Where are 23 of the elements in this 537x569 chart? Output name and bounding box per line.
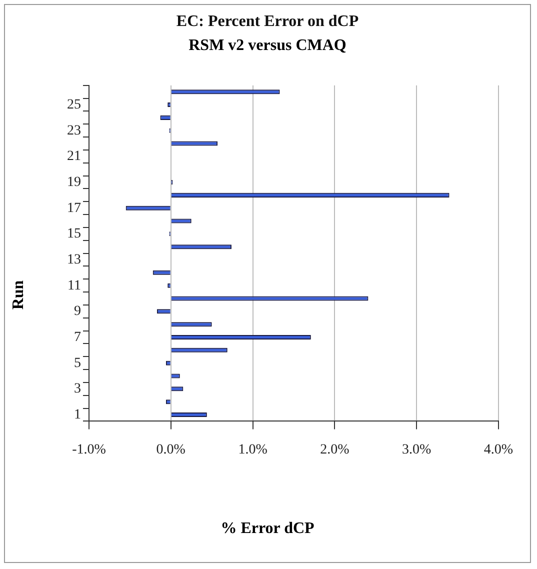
x-tick-label: 4.0%	[484, 442, 514, 458]
y-tick-label: 21	[67, 149, 81, 164]
y-tick-label: 13	[67, 252, 81, 268]
y-axis-title: Run	[10, 280, 28, 310]
x-tick-label: 0.0%	[156, 442, 186, 458]
y-tick-label: 15	[67, 226, 81, 242]
y-tick-label: 25	[67, 97, 81, 112]
y-tick-label: 19	[67, 174, 81, 190]
x-tick-label: 3.0%	[402, 442, 432, 458]
y-tick-label: 3	[74, 382, 81, 397]
y-tick-label: 17	[67, 200, 81, 216]
x-axis-title: % Error dCP	[220, 520, 316, 538]
chart-title: EC: Percent Error on dCP	[175, 13, 360, 31]
y-tick-label: 23	[67, 123, 81, 138]
x-tick-label: 2.0%	[320, 442, 350, 458]
x-tick-label: 1.0%	[238, 442, 268, 458]
x-tick-label: -1.0%	[72, 442, 106, 458]
y-tick-label: 9	[74, 304, 81, 320]
y-tick-label: 7	[74, 330, 81, 345]
chart-subtitle: RSM v2 versus CMAQ	[188, 37, 348, 55]
y-tick-label: 5	[74, 356, 81, 371]
y-tick-label: 11	[68, 278, 81, 294]
y-tick-label: 1	[74, 407, 81, 422]
